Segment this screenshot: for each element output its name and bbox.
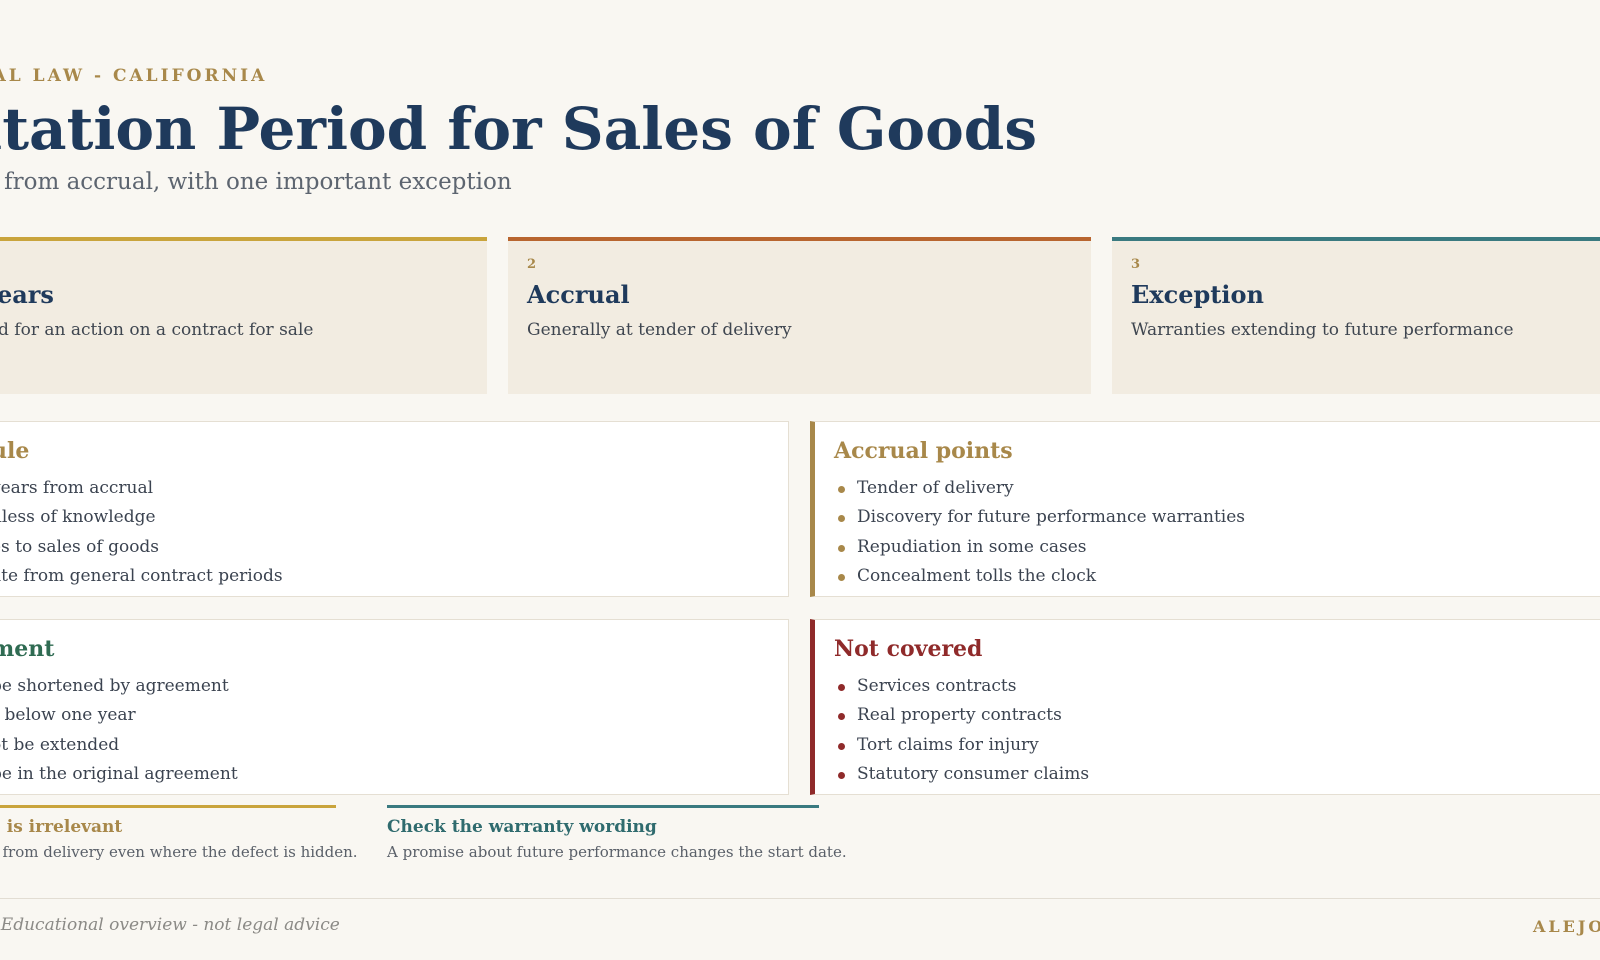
list-item-text: Real property contracts (857, 705, 1062, 726)
list-item-text: Discovery for future performance warrant… (857, 507, 1246, 528)
list-item: years from accrual (0, 478, 154, 498)
list-item-text: Repudiation in some cases (857, 536, 1087, 557)
list-item: be shortened by agreement (0, 676, 229, 696)
bullet-icon (838, 486, 845, 493)
bullet-icon (838, 544, 845, 552)
agreement-list: be shortened by agreement r below one ye… (0, 672, 238, 789)
bullet-icon (838, 742, 845, 750)
footer-divider (0, 898, 1600, 899)
panel-title: Accrual points (834, 438, 1013, 464)
note-title: Check the warranty wording (387, 817, 657, 837)
card-number: 3 (1131, 257, 1141, 272)
note-title: e is irrelevant (0, 817, 123, 837)
list-item: Real property contracts (834, 701, 1089, 730)
panel-title: ment (0, 636, 55, 662)
card-description: d for an action on a contract for sale (0, 320, 314, 340)
list-item: Repudiation in some cases (834, 533, 1245, 562)
not-covered-list: Services contracts Real property contrac… (834, 672, 1089, 789)
note-text: s from delivery even where the defect is… (0, 843, 358, 861)
page-title: nitation Period for Sales of Goods (0, 95, 1037, 163)
list-item-text: Tender of delivery (857, 478, 1014, 498)
list-item-text: Statutory consumer claims (857, 763, 1090, 784)
list-item: Statutory consumer claims (834, 760, 1089, 789)
card-title: years (0, 280, 54, 309)
footer-disclaimer: · Educational overview - not legal advic… (0, 915, 340, 935)
note-text: A promise about future performance chang… (387, 843, 847, 861)
summary-card-exception: 3 Exception Warranties extending to futu… (1112, 237, 1600, 394)
agreement-panel: ment be shortened by agreement r below o… (0, 619, 789, 795)
list-item: Discovery for future performance warrant… (834, 503, 1245, 532)
card-description: Warranties extending to future performan… (1131, 320, 1514, 340)
list-item: ate from general contract periods (0, 565, 283, 586)
panel-title: Not covered (834, 636, 983, 662)
list-item: es to sales of goods (0, 536, 160, 557)
summary-card-accrual: 2 Accrual Generally at tender of deliver… (508, 237, 1091, 394)
list-item: ot be extended (0, 734, 120, 755)
list-item: dless of knowledge (0, 507, 156, 528)
list-item-text: Tort claims for injury (857, 734, 1039, 755)
bullet-icon (838, 771, 845, 779)
accrual-points-list: Tender of delivery Discovery for future … (834, 474, 1245, 591)
rule-list: years from accrual dless of knowledge es… (0, 474, 283, 591)
list-item-text: Concealment tolls the clock (857, 565, 1097, 586)
summary-card-period: years d for an action on a contract for … (0, 237, 487, 394)
card-title: Exception (1131, 280, 1264, 309)
accrual-points-panel: Accrual points Tender of delivery Discov… (810, 421, 1600, 597)
panel-title: ule (0, 438, 30, 464)
list-item: Tender of delivery (834, 474, 1245, 503)
list-item-text: Services contracts (857, 676, 1017, 696)
list-item: be in the original agreement (0, 763, 238, 784)
footer-brand: ALEJO (1533, 917, 1600, 936)
note-irrelevant: e is irrelevant s from delivery even whe… (0, 805, 358, 861)
card-number: 2 (527, 257, 537, 272)
note-warranty-wording: Check the warranty wording A promise abo… (387, 805, 847, 861)
card-title: Accrual (527, 280, 630, 309)
bullet-icon (838, 515, 845, 523)
eyebrow-label: RCIAL LAW - CALIFORNIA (0, 66, 268, 86)
rule-panel: ule years from accrual dless of knowledg… (0, 421, 789, 597)
bullet-icon (838, 684, 845, 691)
list-item: Concealment tolls the clock (834, 562, 1245, 591)
page-subtitle: rs from accrual, with one important exce… (0, 169, 512, 195)
card-description: Generally at tender of delivery (527, 320, 792, 340)
list-item: Services contracts (834, 672, 1089, 701)
list-item: Tort claims for injury (834, 731, 1089, 760)
not-covered-panel: Not covered Services contracts Real prop… (810, 619, 1600, 795)
bullet-icon (838, 713, 845, 721)
bullet-icon (838, 573, 845, 581)
list-item: r below one year (0, 705, 136, 726)
